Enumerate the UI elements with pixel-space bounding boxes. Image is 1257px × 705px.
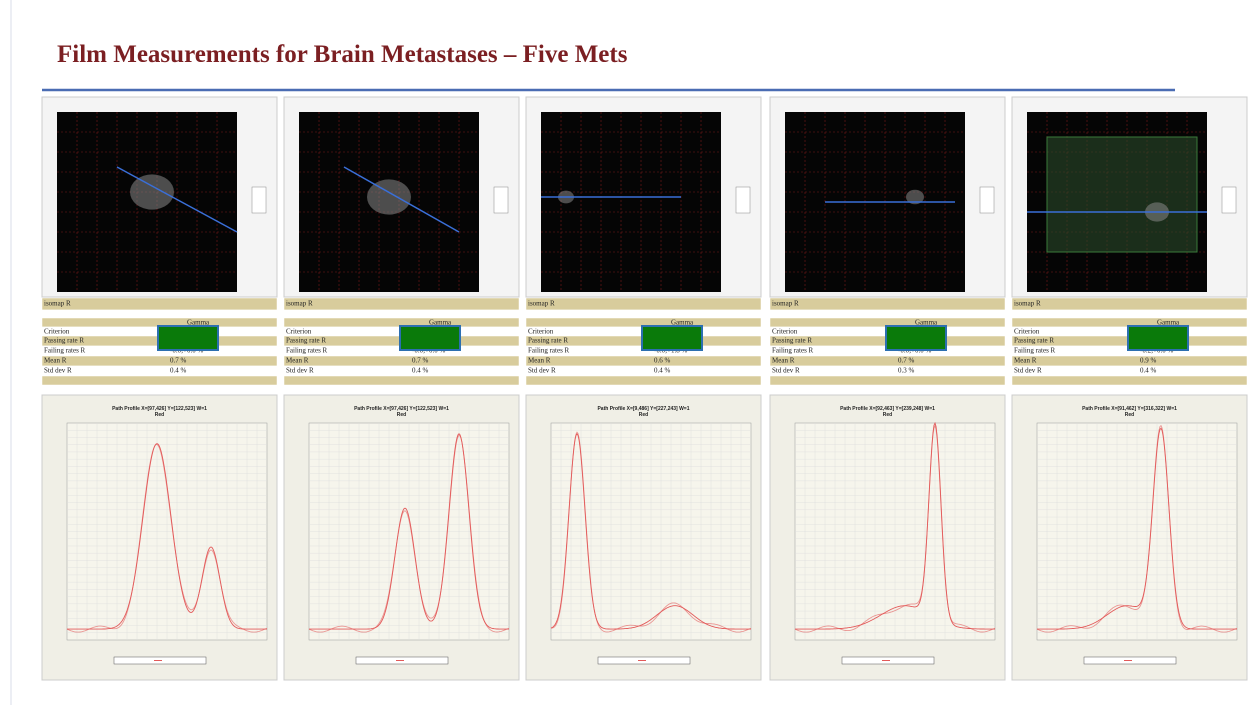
table-label: Mean R [772, 357, 795, 365]
passing-indicator [642, 326, 702, 350]
table-row [42, 298, 277, 310]
table-value: 0.4 % [170, 367, 187, 375]
passing-indicator [1128, 326, 1188, 350]
table-row [284, 376, 519, 385]
table-label: Criterion [772, 328, 798, 336]
table-label: Failing rates R [772, 347, 814, 355]
table-label: Criterion [286, 328, 312, 336]
table-label: Failing rates R [528, 347, 570, 355]
table-row [42, 356, 277, 366]
table-label: Mean R [286, 357, 309, 365]
profile-channel: Red [1125, 412, 1134, 418]
passing-indicator [886, 326, 946, 350]
table-label: Std dev R [772, 367, 800, 375]
passing-indicator [158, 326, 218, 350]
table-label: isomap R [286, 300, 313, 308]
table-label: isomap R [44, 300, 71, 308]
table-label: Failing rates R [1014, 347, 1056, 355]
table-row [284, 356, 519, 366]
table-label: Passing rate R [44, 337, 84, 345]
table-value: 0.7 % [170, 357, 187, 365]
slide-title: Film Measurements for Brain Metastases –… [57, 41, 628, 68]
table-label: Criterion [528, 328, 554, 336]
table-label: isomap R [1014, 300, 1041, 308]
table-label: Criterion [1014, 328, 1040, 336]
lesion [367, 179, 411, 214]
table-label: Mean R [528, 357, 551, 365]
table-label: Passing rate R [286, 337, 326, 345]
table-row [1012, 376, 1247, 385]
table-label: Std dev R [1014, 367, 1042, 375]
table-label: Std dev R [528, 367, 556, 375]
roi [1047, 137, 1197, 252]
table-row [1012, 366, 1247, 376]
table-label: Passing rate R [772, 337, 812, 345]
table-value: 0.4 % [412, 367, 429, 375]
table-label: isomap R [772, 300, 799, 308]
table-row [526, 366, 761, 376]
table-row [42, 366, 277, 376]
table-value: 0.3 % [898, 367, 915, 375]
table-row [526, 298, 761, 310]
slide: Film Measurements for Brain Metastases –… [0, 0, 1257, 705]
table-row [770, 356, 1005, 366]
legend-box [1222, 187, 1236, 213]
table-row [284, 366, 519, 376]
table-value: 0.7 % [412, 357, 429, 365]
lesion [130, 174, 174, 209]
passing-indicator [400, 326, 460, 350]
table-row [42, 310, 277, 317]
table-row [770, 366, 1005, 376]
table-label: Std dev R [44, 367, 72, 375]
table-row [526, 376, 761, 385]
legend-box [252, 187, 266, 213]
profile-channel: Red [397, 412, 406, 418]
table-row [1012, 356, 1247, 366]
table-row [770, 376, 1005, 385]
legend-box [494, 187, 508, 213]
table-row [770, 298, 1005, 310]
table-label: Std dev R [286, 367, 314, 375]
table-label: Passing rate R [1014, 337, 1054, 345]
legend-box [736, 187, 750, 213]
table-label: Criterion [44, 328, 70, 336]
table-label: isomap R [528, 300, 555, 308]
table-row [284, 298, 519, 310]
table-value: 0.4 % [1140, 367, 1157, 375]
table-row [42, 376, 277, 385]
profile-channel: Red [155, 412, 164, 418]
table-label: Mean R [44, 357, 67, 365]
table-row [1012, 310, 1247, 317]
legend-box [980, 187, 994, 213]
table-row [284, 310, 519, 317]
table-value: 0.4 % [654, 367, 671, 375]
table-row [526, 310, 761, 317]
table-value: 0.6 % [654, 357, 671, 365]
table-label: Mean R [1014, 357, 1037, 365]
profile-channel: Red [883, 412, 892, 418]
table-row [526, 356, 761, 366]
table-label: Failing rates R [44, 347, 86, 355]
table-label: Failing rates R [286, 347, 328, 355]
table-value: 0.7 % [898, 357, 915, 365]
table-value: 0.9 % [1140, 357, 1157, 365]
profile-channel: Red [639, 412, 648, 418]
table-row [770, 310, 1005, 317]
table-row [1012, 298, 1247, 310]
table-label: Passing rate R [528, 337, 568, 345]
